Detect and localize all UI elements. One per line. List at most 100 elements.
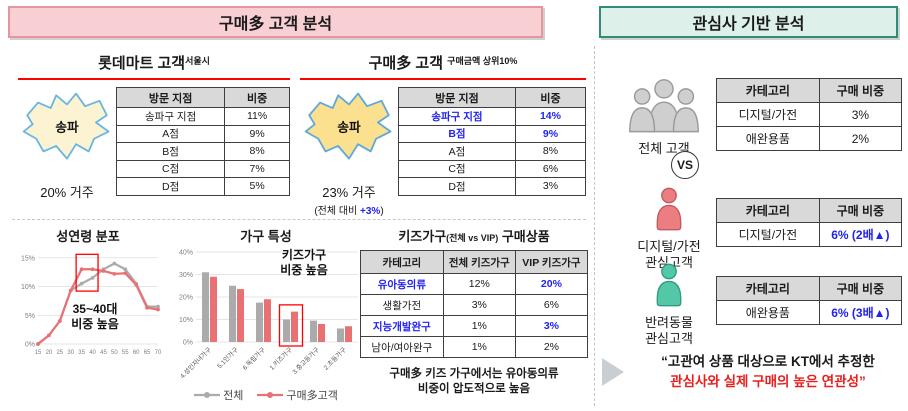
svg-text:40: 40	[89, 350, 96, 356]
digital-interest-l1: 디지털/가전	[637, 239, 701, 254]
table-cell: 20%	[514, 273, 589, 295]
table-cell: 지능개발완구	[360, 315, 444, 337]
age-gender-chart-title: 성연령 분포	[56, 229, 120, 244]
table-row: B점 9%	[398, 124, 587, 143]
svg-text:60: 60	[133, 350, 140, 356]
table-cell: 3%	[818, 102, 903, 127]
kids-note-l1: 구매多 키즈 가구에서는 유아동의류	[389, 368, 559, 380]
legend-item: 구매多고객	[257, 387, 338, 403]
column-header: 카테고리	[716, 198, 820, 223]
table-row: B점 8%	[115, 142, 290, 161]
column-header: 구매 비중	[818, 198, 903, 223]
table-row: C점 7%	[115, 159, 290, 178]
table-cell: 11%	[224, 107, 290, 126]
table-cell: 1%	[442, 336, 516, 358]
svg-text:6.독립가구: 6.독립가구	[240, 345, 267, 372]
column-header: 카테고리	[360, 250, 444, 274]
kids-title-tail: 구매상품	[498, 229, 550, 244]
table-cell: 3%	[514, 315, 589, 337]
column-header: 비중	[224, 87, 290, 108]
svg-text:30%: 30%	[179, 272, 193, 279]
line-chart-annotation-l2: 비중 높음	[71, 317, 119, 331]
table-cell: 6%	[514, 159, 587, 178]
svg-text:55: 55	[122, 350, 129, 356]
section-header-right-title: 관심사 기반 분석	[692, 16, 805, 33]
table-cell: 디지털/가전	[716, 222, 820, 247]
column-header: 비중	[514, 87, 587, 108]
red-underline	[18, 78, 290, 80]
digital-interest-table: 카테고리 구매 비중 디지털/가전 6% (2배▲)	[716, 198, 903, 247]
digital-interest-label: 디지털/가전 관심고객	[626, 239, 712, 272]
panel-lottemart-title-sup: 서울시	[185, 56, 210, 66]
kids-note: 구매多 키즈 가구에서는 유아동의류 비중이 압도적으로 높음	[360, 367, 588, 397]
table-row: D점 5%	[115, 177, 290, 196]
all-customers-table: 카테고리 구매 비중 디지털/가전 3% 애완용품 2%	[716, 78, 903, 151]
vertical-dashed-divider	[594, 46, 595, 406]
legend-item: 전체	[194, 387, 243, 403]
column-header: 전체 키즈가구	[442, 250, 516, 274]
table-cell: A점	[115, 124, 226, 143]
table-cell: 남아/여아완구	[360, 336, 444, 358]
table-cell: 12%	[442, 273, 516, 295]
table-row: A점 8%	[398, 142, 587, 161]
panel-lottemart-title-text: 롯데마트 고객	[98, 55, 186, 72]
table-cell: D점	[398, 177, 516, 196]
table-cell: 6% (2배▲)	[818, 222, 903, 247]
table-row: 남아/여아완구 1% 2%	[360, 336, 589, 358]
age-gender-line-chart: 0% 5% 10% 15% 15 20 25 30 35 40 45 50 55 60 65 70	[21, 253, 162, 356]
svg-text:45: 45	[100, 350, 107, 356]
pet-interest-block: 반려동물 관심고객	[626, 262, 712, 348]
branch-share-table-heavy: 방문 지점 비중 송파구 지점 14% B점 9% A점 8% C점 6% D점 3%	[398, 87, 587, 196]
svg-text:35: 35	[78, 350, 85, 356]
svg-text:70: 70	[155, 350, 162, 356]
panel-heavy-title-sup: 구매금액 상위10%	[447, 56, 518, 66]
table-cell: C점	[398, 159, 516, 178]
svg-text:5.1인가구: 5.1인가구	[215, 345, 240, 370]
table-cell: 8%	[224, 142, 290, 161]
all-customers-block: 전체 고객	[618, 76, 710, 157]
table-cell: 3%	[442, 294, 516, 316]
red-underline	[300, 78, 586, 80]
vs-text: VS	[676, 158, 693, 172]
table-cell: C점	[115, 159, 226, 178]
column-header: 카테고리	[716, 78, 820, 103]
section-header-interest-analysis: 관심사 기반 분석	[599, 6, 898, 38]
svg-text:20%: 20%	[179, 295, 193, 302]
residence-caption: 20% 거주	[40, 185, 94, 200]
svg-text:20: 20	[46, 350, 53, 356]
pet-interest-label: 반려동물 관심고객	[626, 315, 712, 348]
pet-interest-l2: 관심고객	[645, 331, 693, 347]
table-cell: D점	[115, 177, 226, 196]
table-row: 애완용품 2%	[716, 126, 903, 151]
bar-chart-annotation-l1: 키즈가구	[281, 248, 327, 262]
table-cell: 7%	[224, 159, 290, 178]
kids-title-sub: (전체 vs VIP)	[446, 233, 499, 243]
bar-chart-annotation-l2: 비중 높음	[280, 263, 328, 277]
table-cell: A점	[398, 142, 516, 161]
caption-sub-prefix: (전체 대비	[314, 206, 361, 217]
line-chart-annotation-l1: 35~40대	[72, 302, 118, 316]
table-cell: 3%	[514, 177, 587, 196]
digital-interest-l2: 관심고객	[645, 255, 693, 271]
table-row: C점 6%	[398, 159, 587, 178]
person-teal-icon	[656, 263, 682, 307]
table-cell: 애완용품	[716, 126, 820, 151]
household-chart-title: 가구 특성	[240, 229, 292, 244]
svg-text:50: 50	[111, 350, 118, 356]
table-cell: 6%	[514, 294, 589, 316]
table-cell: 2%	[818, 126, 903, 151]
songpa-map-icon: 송파	[304, 92, 392, 160]
table-cell: 14%	[514, 107, 587, 126]
table-cell: 9%	[224, 124, 290, 143]
table-cell: 9%	[514, 124, 587, 143]
svg-text:15%: 15%	[21, 255, 35, 262]
quote-line1: “고관여 상품 대상으로 KT에서 추정한	[661, 354, 875, 369]
kids-purchase-table: 카테고리 전체 키즈가구 VIP 키즈가구 유아동의류 12% 20% 생활가전 3% 6% 지능…	[360, 250, 589, 358]
pet-interest-table: 카테고리 구매 비중 애완용품 6% (3배▲)	[716, 276, 903, 325]
svg-text:25: 25	[56, 350, 63, 356]
svg-text:5%: 5%	[25, 313, 35, 320]
table-row: 생활가전 3% 6%	[360, 294, 589, 316]
vs-badge: VS	[671, 151, 699, 179]
panel-lottemart-title: 롯데마트 고객서울시	[18, 50, 290, 73]
horizontal-dashed-divider	[12, 219, 586, 220]
